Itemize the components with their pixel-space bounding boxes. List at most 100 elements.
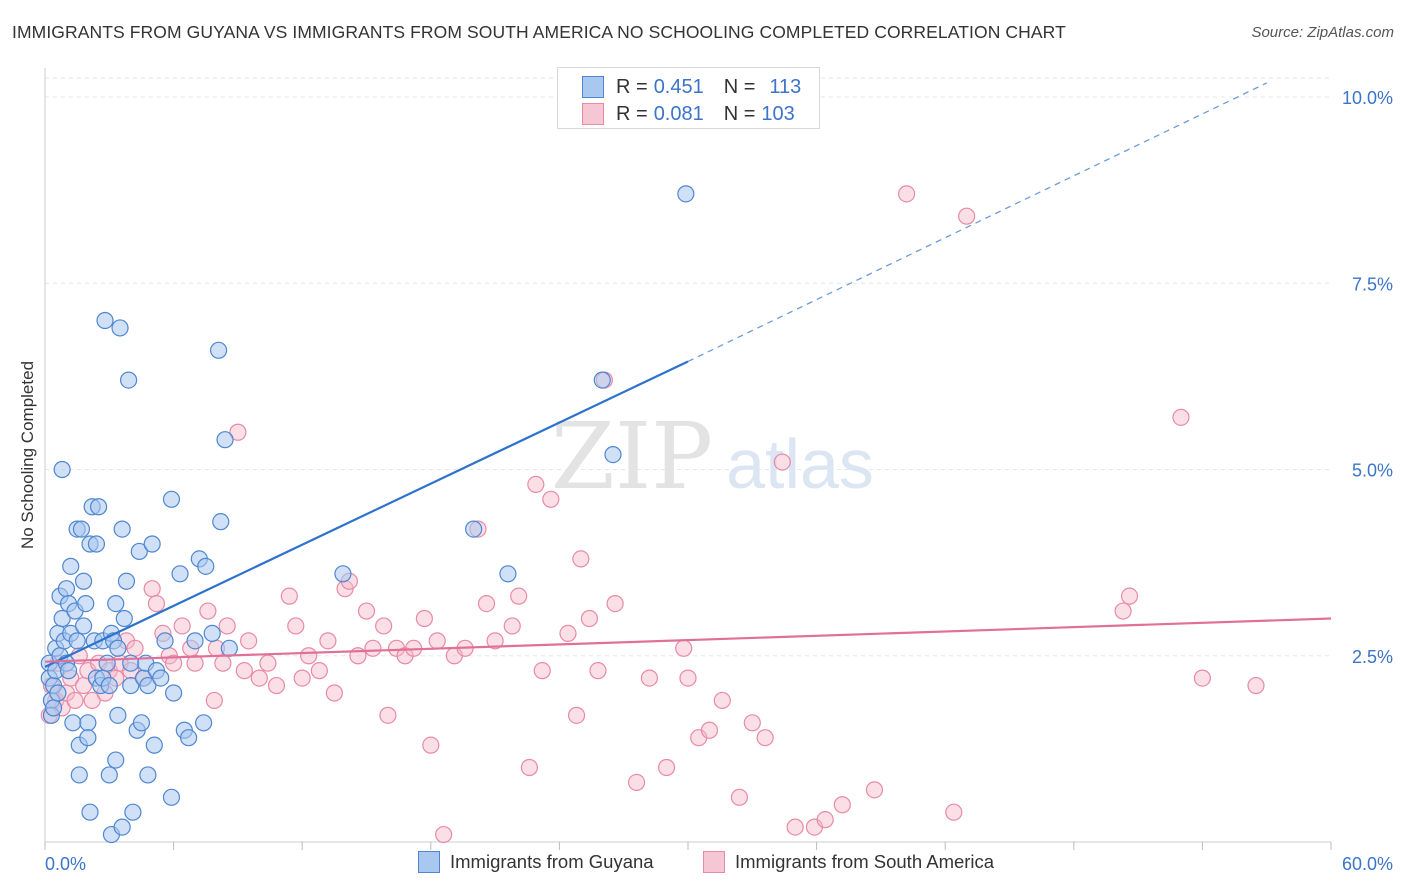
data-point-south-america: [730, 788, 749, 806]
data-point-guyana: [210, 341, 228, 359]
data-point-south-america: [533, 662, 551, 680]
data-point-guyana: [72, 520, 91, 538]
data-point-south-america: [325, 684, 343, 702]
data-point-guyana: [53, 609, 71, 628]
pink-swatch: [582, 103, 604, 125]
data-point-south-america: [743, 714, 761, 732]
y-tick-label: 10.0%: [1342, 88, 1393, 108]
data-point-south-america: [606, 594, 624, 613]
data-point-south-america: [786, 818, 804, 836]
data-point-south-america: [958, 207, 976, 225]
data-point-south-america: [375, 617, 393, 635]
legend-item-south-america: Immigrants from South America: [703, 851, 994, 873]
data-point-guyana: [44, 699, 63, 717]
data-point-south-america: [199, 602, 217, 620]
data-point-guyana: [115, 609, 133, 628]
data-point-south-america: [66, 691, 84, 710]
trend-line-south-america: [44, 617, 1332, 663]
data-point-guyana: [70, 766, 88, 784]
data-point-south-america: [300, 647, 318, 665]
data-point-guyana: [107, 594, 125, 613]
data-point-south-america: [379, 706, 397, 724]
data-point-guyana: [49, 684, 67, 702]
data-point-south-america: [816, 811, 834, 829]
data-point-guyana: [81, 803, 99, 821]
data-point-south-america: [214, 654, 232, 672]
data-point-guyana: [109, 706, 127, 724]
x-tick-label: 0.0%: [45, 854, 86, 874]
y-tick-label: 5.0%: [1352, 461, 1393, 481]
legend-item-guyana: Immigrants from Guyana: [418, 851, 654, 873]
tick-labels: 2.5% 5.0% 7.5% 10.0% 0.0% 60.0%: [45, 88, 1393, 874]
data-point-guyana: [113, 818, 131, 836]
data-point-guyana: [109, 639, 127, 657]
data-point-south-america: [627, 773, 646, 792]
data-point-guyana: [89, 498, 108, 516]
data-point-guyana: [59, 662, 78, 680]
data-point-south-america: [559, 624, 577, 643]
pink-swatch: [703, 851, 725, 873]
data-point-south-america: [173, 617, 191, 635]
data-point-guyana: [465, 520, 483, 538]
data-point-south-america: [126, 639, 144, 657]
data-point-guyana: [162, 490, 181, 508]
data-point-guyana: [162, 788, 181, 806]
data-point-south-america: [267, 676, 286, 695]
data-point-guyana: [143, 535, 161, 553]
data-point-south-america: [428, 632, 446, 650]
data-point-guyana: [604, 446, 622, 464]
data-point-guyana: [113, 520, 131, 538]
data-point-guyana: [62, 557, 80, 575]
data-point-guyana: [165, 684, 183, 702]
data-point-south-america: [280, 587, 298, 605]
data-point-guyana: [64, 714, 82, 732]
data-point-south-america: [679, 669, 697, 687]
data-point-south-america: [310, 662, 328, 680]
data-point-guyana: [100, 766, 118, 784]
data-point-south-america: [1172, 408, 1190, 426]
data-point-south-america: [542, 490, 560, 508]
data-point-guyana: [53, 460, 71, 479]
data-point-south-america: [250, 669, 268, 687]
data-point-south-america: [364, 639, 382, 657]
chart-title: IMMIGRANTS FROM GUYANA VS IMMIGRANTS FRO…: [12, 22, 1066, 42]
data-point-guyana: [79, 729, 97, 747]
watermark-zip: ZIP: [551, 403, 713, 510]
data-point-guyana: [122, 676, 140, 695]
data-point-south-america: [259, 654, 277, 672]
data-point-south-america: [898, 185, 916, 203]
trend-line-guyana: [44, 360, 689, 668]
data-point-south-america: [833, 796, 851, 814]
data-point-guyana: [74, 617, 93, 635]
data-point-south-america: [1193, 669, 1212, 687]
data-point-south-america: [756, 729, 774, 747]
data-point-guyana: [197, 557, 215, 575]
data-point-south-america: [143, 580, 161, 598]
data-point-south-america: [486, 632, 504, 650]
data-point-guyana: [132, 714, 151, 732]
n-label: N =: [723, 75, 756, 98]
data-point-south-america: [83, 691, 101, 710]
data-point-south-america: [567, 706, 586, 724]
data-point-south-america: [293, 669, 311, 687]
data-point-south-america: [675, 639, 693, 657]
data-point-guyana: [117, 572, 136, 590]
data-point-south-america: [510, 587, 528, 605]
n-value: 113: [769, 75, 802, 98]
r-label: R =: [616, 102, 648, 125]
data-point-guyana: [212, 513, 230, 531]
data-point-guyana: [139, 766, 157, 784]
data-point-guyana: [100, 676, 118, 695]
data-point-guyana: [98, 654, 116, 672]
data-point-south-america: [713, 691, 731, 710]
data-point-south-america: [503, 617, 521, 635]
data-point-south-america: [700, 721, 719, 739]
data-point-south-america: [640, 669, 659, 687]
data-point-guyana: [87, 535, 106, 553]
data-point-south-america: [1247, 676, 1265, 695]
data-point-south-america: [572, 550, 590, 568]
south-america-points: [40, 185, 1265, 844]
data-point-south-america: [945, 803, 963, 821]
grid: [45, 77, 1331, 657]
data-point-guyana: [119, 371, 138, 389]
